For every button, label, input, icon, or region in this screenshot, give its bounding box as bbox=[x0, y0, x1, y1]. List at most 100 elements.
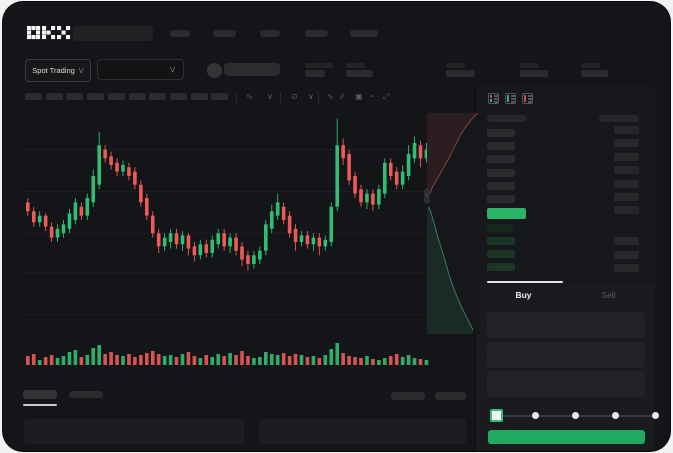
depth-color-mark bbox=[507, 95, 509, 102]
trade-form-field[interactable] bbox=[487, 312, 645, 338]
stat-value-placeholder bbox=[305, 70, 325, 77]
bid-row-price[interactable] bbox=[487, 250, 515, 259]
tab-buy[interactable]: Buy bbox=[481, 285, 566, 305]
ask-row-amount bbox=[614, 152, 639, 161]
market-type-selector[interactable]: Spot Trading ⋁ bbox=[25, 59, 91, 82]
orderbook-view-bids-only-icon[interactable] bbox=[505, 93, 516, 104]
trade-tabs: Buy Sell bbox=[481, 285, 651, 305]
fullscreen-icon[interactable]: ⤢ bbox=[383, 92, 390, 101]
timeframe-button[interactable] bbox=[25, 93, 42, 100]
timeframe-button[interactable] bbox=[107, 93, 125, 100]
timeframe-button[interactable] bbox=[190, 93, 208, 100]
trade-form-field[interactable] bbox=[487, 342, 645, 368]
ask-row-price[interactable] bbox=[487, 181, 515, 190]
screenshot-icon[interactable]: ▣ bbox=[355, 92, 363, 101]
toolbar-divider bbox=[236, 92, 237, 103]
tab-sell[interactable]: Sell bbox=[566, 285, 651, 305]
ask-row-price[interactable] bbox=[487, 129, 515, 137]
tab-sell-label: Sell bbox=[601, 290, 616, 300]
row-line-mark bbox=[511, 95, 515, 97]
stat-label-placeholder bbox=[446, 63, 465, 68]
tab-buy-label: Buy bbox=[515, 290, 532, 300]
row-line-mark bbox=[494, 98, 498, 100]
row-line-mark bbox=[494, 101, 498, 103]
chevron-down-icon[interactable]: ∨ bbox=[267, 92, 273, 101]
overlay-icon[interactable]: ∿ bbox=[327, 92, 334, 101]
ask-row-amount bbox=[614, 206, 639, 215]
stat-value-placeholder bbox=[446, 70, 475, 77]
stat-label-placeholder bbox=[581, 63, 600, 68]
ask-row-amount bbox=[614, 166, 639, 175]
candlestick-chart[interactable] bbox=[23, 110, 429, 334]
trade-form-field[interactable] bbox=[487, 371, 645, 397]
ask-row-price[interactable] bbox=[487, 142, 515, 151]
nav-item-placeholder[interactable] bbox=[305, 30, 328, 37]
orderbook-header-placeholder bbox=[487, 115, 527, 122]
ask-row-amount bbox=[614, 179, 639, 188]
slider-step-dot[interactable] bbox=[612, 412, 619, 419]
nav-item-placeholder[interactable] bbox=[170, 30, 190, 37]
orderbook-header-placeholder bbox=[599, 115, 639, 122]
buy-submit-button[interactable] bbox=[488, 430, 645, 444]
orderbook-view-asks-only-icon[interactable] bbox=[522, 93, 533, 104]
timeframe-button[interactable] bbox=[169, 93, 187, 100]
indicator-icon[interactable]: ⊙ bbox=[291, 92, 298, 101]
bottom-tab-active[interactable] bbox=[23, 390, 57, 399]
row-line-mark bbox=[528, 98, 532, 100]
chevron-down-icon[interactable]: ∨ bbox=[308, 92, 314, 101]
bid-row-amount bbox=[614, 250, 639, 259]
row-line-mark bbox=[528, 101, 532, 103]
stat-value-placeholder bbox=[520, 70, 548, 77]
chevron-down-icon: ⋁ bbox=[170, 66, 175, 73]
timeframe-button[interactable] bbox=[87, 93, 105, 100]
slider-step-dot[interactable] bbox=[652, 412, 659, 419]
nav-item-placeholder[interactable] bbox=[260, 30, 280, 37]
ask-row-amount bbox=[614, 139, 639, 148]
ask-row-amount bbox=[614, 126, 639, 134]
slider-step-dot[interactable] bbox=[572, 412, 579, 419]
bottom-tab-underline bbox=[23, 404, 57, 406]
orderbook-view-split-icon[interactable] bbox=[488, 93, 499, 104]
trading-app: Spot Trading ⋁ ⋁ ‹ bbox=[3, 2, 670, 451]
bottom-action-button[interactable] bbox=[435, 392, 466, 400]
last-price-bar[interactable] bbox=[487, 208, 526, 219]
compare-icon[interactable]: ∕∕ bbox=[341, 92, 344, 101]
bottom-tab[interactable] bbox=[69, 391, 103, 398]
ask-row-price[interactable] bbox=[487, 155, 515, 164]
bid-row-price[interactable] bbox=[487, 237, 515, 246]
bottom-content-panel bbox=[259, 419, 466, 444]
depth-chart bbox=[427, 112, 479, 334]
row-line-mark bbox=[511, 101, 515, 103]
depth-color-mark bbox=[524, 95, 526, 102]
row-line-mark bbox=[511, 98, 515, 100]
timeframe-button[interactable] bbox=[66, 93, 84, 100]
timeframe-button[interactable] bbox=[45, 93, 63, 100]
ask-row-price[interactable] bbox=[487, 168, 515, 177]
bottom-content-panel bbox=[24, 419, 244, 444]
history-icon[interactable]: ◔ bbox=[369, 92, 374, 101]
search-input[interactable] bbox=[73, 26, 153, 41]
pair-selector-dropdown[interactable]: ⋁ bbox=[97, 59, 184, 80]
stat-label-placeholder bbox=[346, 63, 365, 68]
depth-collapse-handle[interactable]: ‹ bbox=[424, 188, 430, 204]
bid-row-price[interactable] bbox=[487, 224, 513, 232]
nav-item-placeholder[interactable] bbox=[350, 30, 378, 37]
market-type-label: Spot Trading bbox=[32, 66, 75, 75]
volume-chart bbox=[26, 343, 429, 365]
timeframe-button[interactable] bbox=[211, 93, 229, 100]
line-type-icon[interactable]: ∿ bbox=[246, 92, 253, 101]
slider-step-dot[interactable] bbox=[532, 412, 539, 419]
coin-avatar[interactable] bbox=[207, 63, 222, 78]
slider-handle[interactable] bbox=[490, 409, 503, 422]
bid-row-price[interactable] bbox=[487, 263, 515, 272]
okx-logo[interactable] bbox=[27, 26, 71, 40]
stat-value-placeholder bbox=[581, 70, 608, 77]
ask-row-price[interactable] bbox=[487, 195, 515, 203]
timeframe-button[interactable] bbox=[128, 93, 146, 100]
toolbar-divider bbox=[280, 92, 281, 103]
timeframe-button[interactable] bbox=[149, 93, 167, 100]
bottom-action-button[interactable] bbox=[391, 392, 425, 400]
depth-overlay bbox=[427, 110, 480, 334]
nav-item-placeholder[interactable] bbox=[213, 30, 236, 37]
